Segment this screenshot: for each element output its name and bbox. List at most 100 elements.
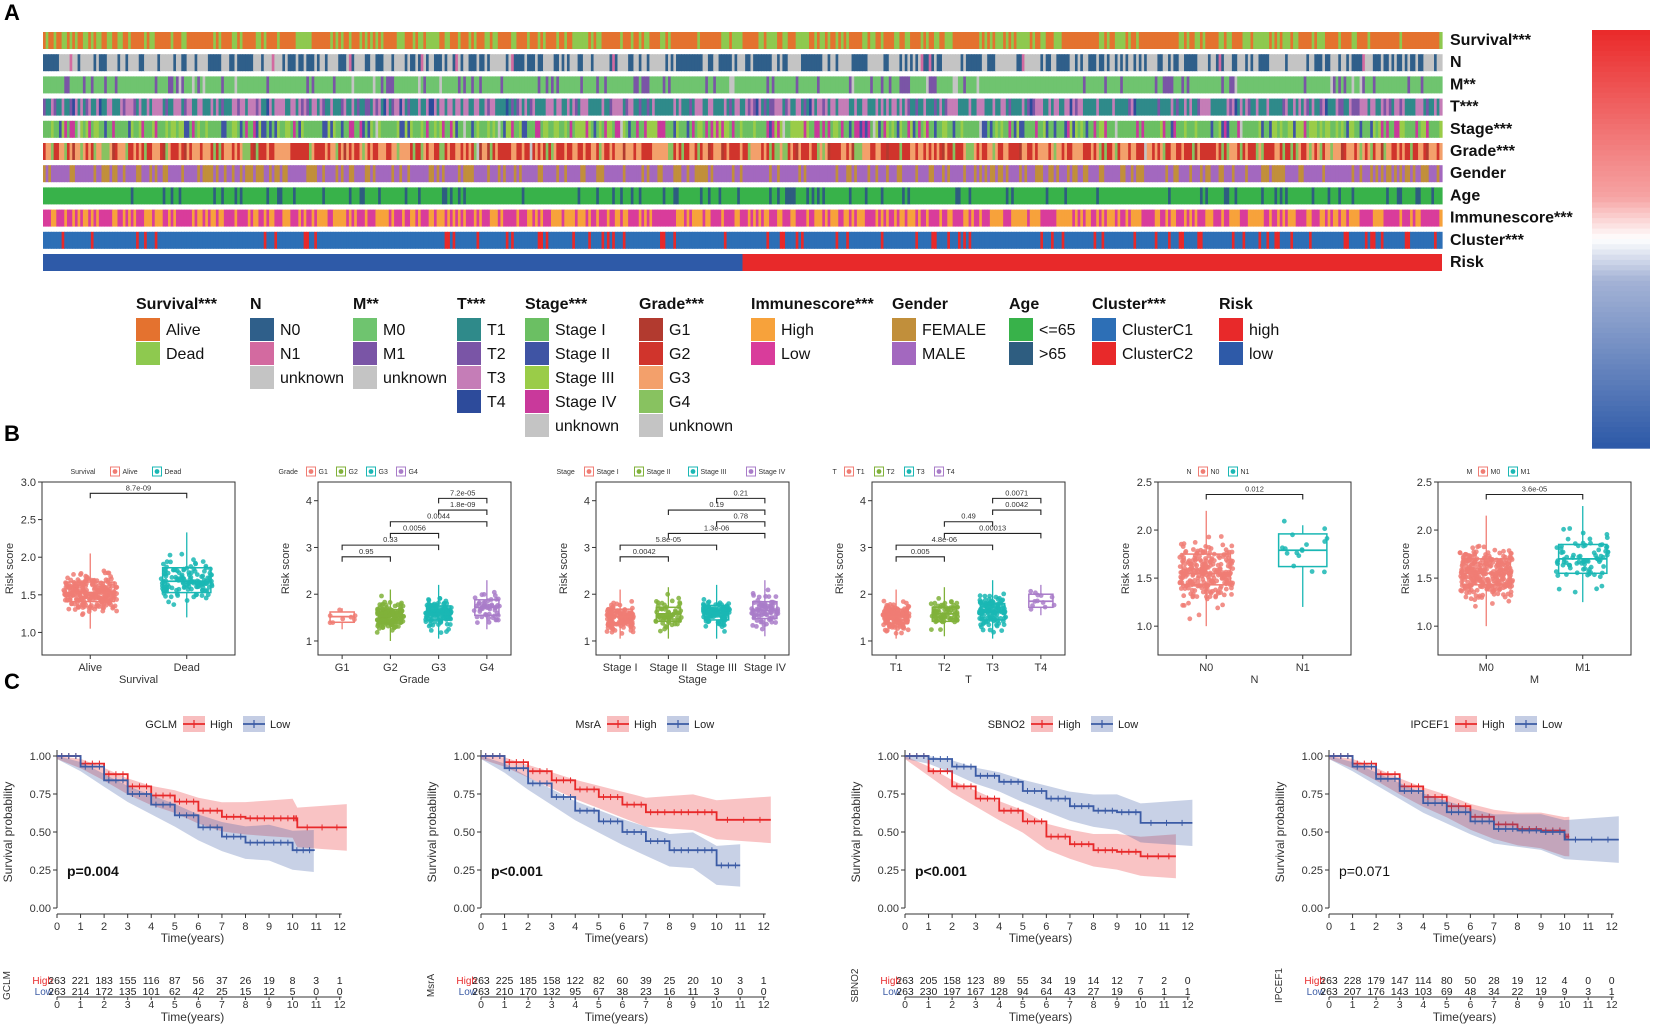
- heatmap-cell: [814, 32, 818, 49]
- heatmap-cell: [1330, 120, 1334, 138]
- heatmap-cell: [1388, 32, 1393, 49]
- heatmap-cell: [846, 165, 850, 183]
- heatmap-cell: [1439, 120, 1443, 138]
- heatmap-cell: [473, 165, 478, 183]
- heatmap-cell: [154, 187, 158, 205]
- heatmap-cell: [303, 231, 307, 249]
- heatmap-cell: [870, 32, 874, 49]
- heatmap-cell: [928, 120, 932, 138]
- heatmap-cell: [878, 120, 882, 138]
- heatmap-cell: [125, 165, 129, 183]
- heatmap-cell: [1008, 120, 1012, 138]
- heatmap-cell: [1335, 76, 1339, 94]
- heatmap-cell: [657, 209, 661, 227]
- heatmap-cell: [383, 165, 387, 183]
- heatmap-cell: [1314, 209, 1318, 227]
- heatmap-cell: [1035, 76, 1039, 94]
- heatmap-cell: [396, 54, 400, 72]
- heatmap-cell: [830, 76, 834, 94]
- heatmap-cell: [122, 231, 127, 249]
- heatmap-cell: [787, 76, 791, 94]
- heatmap-cell: [364, 187, 369, 205]
- heatmap-cell: [1340, 120, 1345, 138]
- heatmap-cell: [149, 209, 153, 227]
- heatmap-cell: [633, 165, 637, 183]
- heatmap-cell: [1383, 143, 1387, 160]
- heatmap-cell: [479, 209, 483, 227]
- heatmap-cell: [633, 54, 637, 72]
- heatmap-cell: [1173, 165, 1177, 183]
- heatmap-cell: [1245, 76, 1249, 94]
- heatmap-cell: [250, 231, 254, 249]
- heatmap-cell: [80, 143, 84, 160]
- heatmap-cell: [146, 187, 150, 205]
- heatmap-cell: [872, 76, 877, 94]
- heatmap-cell: [426, 165, 430, 183]
- heatmap-cell: [1436, 187, 1440, 205]
- heatmap-cell: [795, 76, 799, 94]
- heatmap-cell: [923, 98, 927, 116]
- heatmap-cell: [433, 165, 438, 183]
- heatmap-cell: [1184, 32, 1188, 49]
- heatmap-cell: [742, 120, 746, 138]
- heatmap-cell: [213, 32, 217, 49]
- heatmap-cell: [843, 54, 847, 72]
- heatmap-cell: [745, 32, 749, 49]
- heatmap-cell: [710, 54, 714, 72]
- heatmap-cell: [923, 209, 927, 227]
- heatmap-cell: [731, 120, 736, 138]
- heatmap-cell: [1293, 54, 1297, 72]
- heatmap-cell: [1378, 76, 1382, 94]
- heatmap-cell: [300, 143, 305, 160]
- heatmap-cell: [808, 143, 813, 160]
- heatmap-cell: [88, 54, 92, 72]
- heatmap-cell: [1242, 54, 1246, 72]
- heatmap-cell: [487, 32, 491, 49]
- heatmap-cell: [197, 187, 201, 205]
- heatmap-cell: [606, 231, 611, 249]
- heatmap-cell: [941, 165, 946, 183]
- heatmap-cell: [1314, 32, 1318, 49]
- heatmap-cell: [1314, 54, 1318, 72]
- heatmap-cell: [1306, 32, 1310, 49]
- heatmap-cell: [657, 120, 661, 138]
- heatmap-cell: [832, 32, 837, 49]
- heatmap-cell: [1074, 76, 1079, 94]
- heatmap-cell: [1181, 209, 1185, 227]
- heatmap-cell: [122, 32, 127, 49]
- heatmap-cell: [1316, 143, 1321, 160]
- heatmap-cell: [1037, 98, 1041, 116]
- heatmap-cell: [1066, 209, 1071, 227]
- heatmap-cell: [816, 120, 821, 138]
- heatmap-cell: [45, 187, 49, 205]
- heatmap-cell: [165, 187, 169, 205]
- heatmap-cell: [934, 32, 938, 49]
- heatmap-cell: [856, 76, 861, 94]
- heatmap-cell: [1378, 209, 1382, 227]
- heatmap-cell: [327, 32, 331, 49]
- heatmap-cell: [56, 120, 60, 138]
- heatmap-cell: [1013, 76, 1018, 94]
- heatmap-cell: [343, 32, 347, 49]
- heatmap-cell: [846, 209, 850, 227]
- heatmap-cell: [396, 187, 400, 205]
- heatmap-cell: [1394, 54, 1398, 72]
- heatmap-cell: [109, 209, 113, 227]
- heatmap-cell: [505, 32, 510, 49]
- heatmap-cell: [1348, 120, 1353, 138]
- heatmap-cell: [1338, 187, 1342, 205]
- heatmap-cell: [548, 165, 552, 183]
- heatmap-cell: [673, 143, 677, 160]
- heatmap-cell: [93, 231, 97, 249]
- heatmap-cell: [742, 187, 746, 205]
- heatmap-cell: [250, 32, 254, 49]
- heatmap-cell: [64, 54, 68, 72]
- heatmap-cell: [745, 54, 749, 72]
- heatmap-cell: [774, 98, 778, 116]
- heatmap-cell: [1279, 98, 1284, 116]
- heatmap-cell: [306, 98, 310, 116]
- heatmap-cell: [838, 165, 842, 183]
- heatmap-cell: [1229, 32, 1233, 49]
- heatmap-cell: [433, 187, 438, 205]
- heatmap-cell: [854, 209, 858, 227]
